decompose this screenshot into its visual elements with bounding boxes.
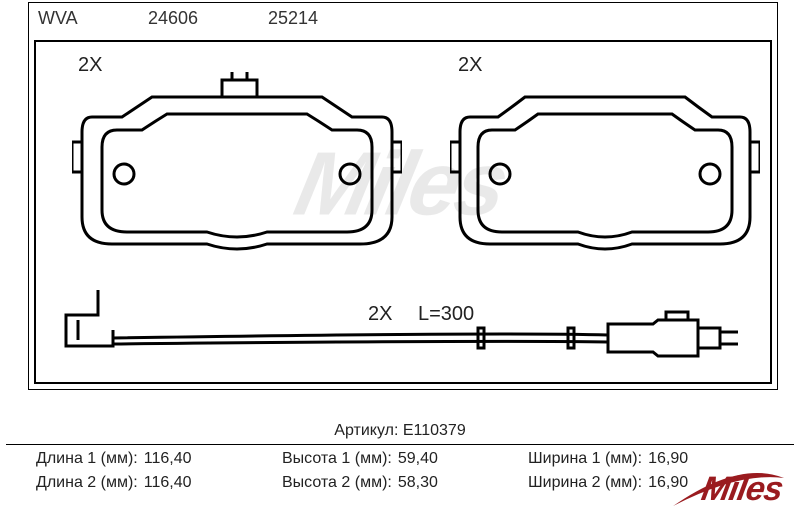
header-code-2: 25214 — [268, 8, 348, 29]
dim-height-2: Высота 2 (мм)58,30 — [282, 474, 528, 492]
brand-swoosh-icon — [670, 464, 789, 514]
dim-length-1: Длина 1 (мм)116,40 — [36, 450, 282, 468]
article-line: Артикул: E110379 — [334, 422, 465, 440]
article-prefix: Артикул: — [334, 422, 398, 439]
header-wva: WVA — [38, 8, 108, 29]
footer-brand-logo: Miles — [699, 470, 786, 509]
header-codes: WVA 24606 25214 — [38, 8, 348, 29]
dim-length-2: Длина 2 (мм)116,40 — [36, 474, 282, 492]
article-value: E110379 — [403, 422, 466, 439]
sensor-cable — [48, 280, 758, 375]
dims-row-1: Длина 1 (мм)116,40 Высота 1 (мм)59,40 Ши… — [6, 446, 794, 470]
dim-height-1: Высота 1 (мм)59,40 — [282, 450, 528, 468]
header-code-1: 24606 — [148, 8, 228, 29]
brake-pad-left — [72, 72, 402, 262]
brake-pad-right — [450, 72, 760, 262]
